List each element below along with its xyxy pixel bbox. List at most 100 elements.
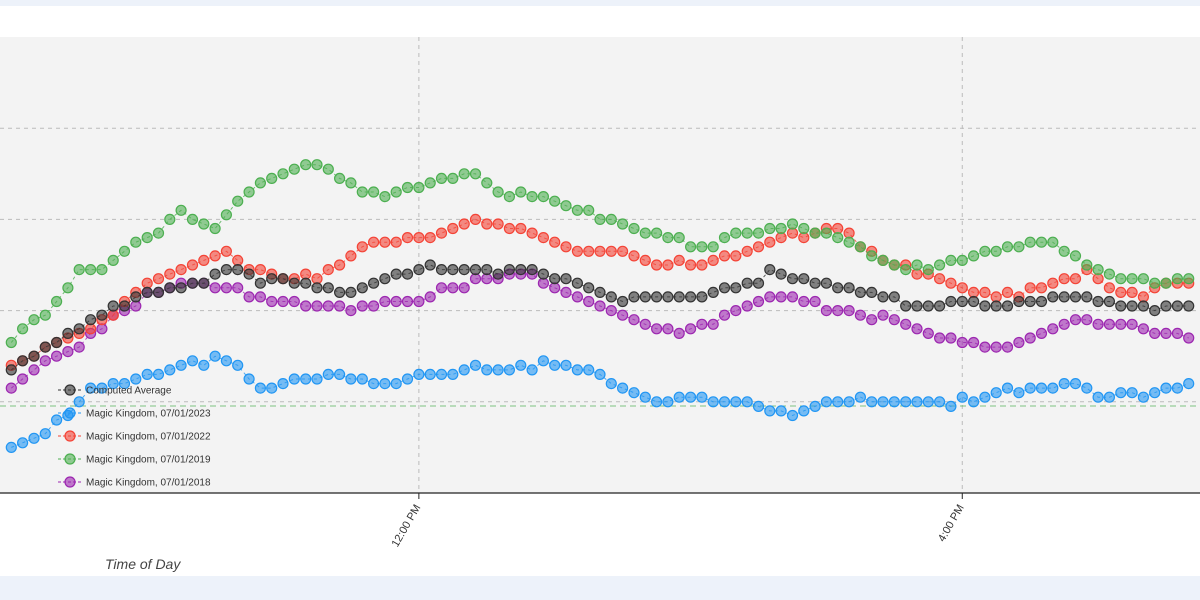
- data-point: [424, 368, 436, 380]
- data-point: [469, 359, 482, 371]
- data-point: [911, 300, 923, 312]
- data-point: [798, 222, 810, 235]
- data-point: [1183, 332, 1195, 344]
- data-point: [107, 300, 119, 312]
- data-point: [1183, 273, 1195, 285]
- data-point: [639, 318, 651, 330]
- data-point: [152, 273, 165, 285]
- data-point: [368, 277, 380, 289]
- data-point: [594, 286, 606, 298]
- data-point: [900, 396, 912, 408]
- data-point: [243, 268, 255, 280]
- data-point: [1149, 387, 1161, 399]
- data-point: [752, 277, 765, 289]
- data-point: [560, 200, 572, 212]
- data-point: [888, 291, 900, 303]
- data-point: [888, 314, 900, 326]
- data-point: [1115, 273, 1127, 285]
- data-point: [843, 282, 855, 294]
- data-point: [571, 204, 584, 216]
- data-point: [1081, 382, 1093, 394]
- data-point: [741, 396, 753, 408]
- data-point: [707, 254, 719, 266]
- data-point: [413, 295, 425, 308]
- data-point: [798, 405, 810, 417]
- data-point: [1103, 318, 1116, 330]
- data-point: [684, 323, 697, 335]
- data-point: [696, 259, 708, 271]
- data-point: [254, 277, 266, 289]
- data-point: [368, 378, 380, 390]
- data-point: [650, 291, 663, 303]
- data-point: [1013, 295, 1025, 308]
- data-point: [5, 336, 17, 349]
- data-point: [1160, 300, 1172, 312]
- data-point: [334, 286, 346, 298]
- data-point: [379, 191, 391, 203]
- data-point: [1035, 236, 1048, 248]
- data-point: [741, 277, 753, 289]
- data-point: [1115, 318, 1127, 330]
- data-point: [730, 282, 742, 294]
- data-point: [1024, 332, 1036, 344]
- data-point: [526, 264, 538, 276]
- data-point: [549, 359, 561, 371]
- data-point: [662, 291, 674, 303]
- data-point: [5, 441, 17, 453]
- data-point: [786, 291, 799, 303]
- data-point: [1160, 382, 1172, 394]
- data-point: [560, 286, 572, 298]
- data-point: [854, 309, 867, 321]
- data-point: [118, 378, 131, 390]
- data-point: [809, 400, 821, 412]
- data-point: [820, 396, 833, 408]
- data-point: [537, 277, 550, 289]
- data-point: [1024, 282, 1036, 294]
- data-point: [1001, 300, 1014, 312]
- data-point: [616, 309, 629, 321]
- data-point: [481, 364, 493, 376]
- data-point: [277, 273, 289, 285]
- data-point: [232, 359, 244, 371]
- data-point: [503, 364, 515, 376]
- data-point: [130, 291, 142, 303]
- data-point: [288, 277, 300, 289]
- data-point: [956, 254, 968, 266]
- data-point: [175, 264, 187, 276]
- data-point: [979, 286, 991, 298]
- data-point: [832, 222, 844, 235]
- data-point: [334, 172, 346, 184]
- data-point: [39, 341, 51, 353]
- data-point: [537, 355, 550, 367]
- legend-label: Computed Average: [86, 386, 172, 397]
- data-point: [413, 368, 425, 380]
- data-point: [288, 163, 300, 175]
- data-point: [356, 373, 368, 385]
- data-point: [877, 396, 889, 408]
- data-point: [854, 241, 867, 253]
- data-point: [62, 346, 74, 358]
- data-point: [84, 264, 97, 276]
- data-point: [786, 227, 799, 239]
- data-point: [979, 391, 991, 403]
- series-1: [5, 350, 1195, 453]
- data-point: [435, 264, 448, 276]
- data-point: [933, 259, 946, 271]
- data-point: [650, 227, 663, 239]
- data-point: [854, 391, 867, 403]
- data-point: [1149, 305, 1161, 317]
- data-point: [447, 172, 459, 184]
- data-point: [481, 273, 493, 285]
- data-point: [220, 282, 232, 294]
- data-point: [1137, 300, 1150, 312]
- data-point: [526, 191, 538, 203]
- data-point: [345, 305, 357, 317]
- data-point: [990, 387, 1002, 399]
- data-point: [277, 295, 289, 308]
- data-point: [877, 254, 889, 266]
- data-point: [956, 295, 968, 308]
- data-point: [933, 332, 946, 344]
- data-point: [447, 282, 459, 294]
- data-point: [945, 254, 957, 266]
- data-point: [684, 391, 697, 403]
